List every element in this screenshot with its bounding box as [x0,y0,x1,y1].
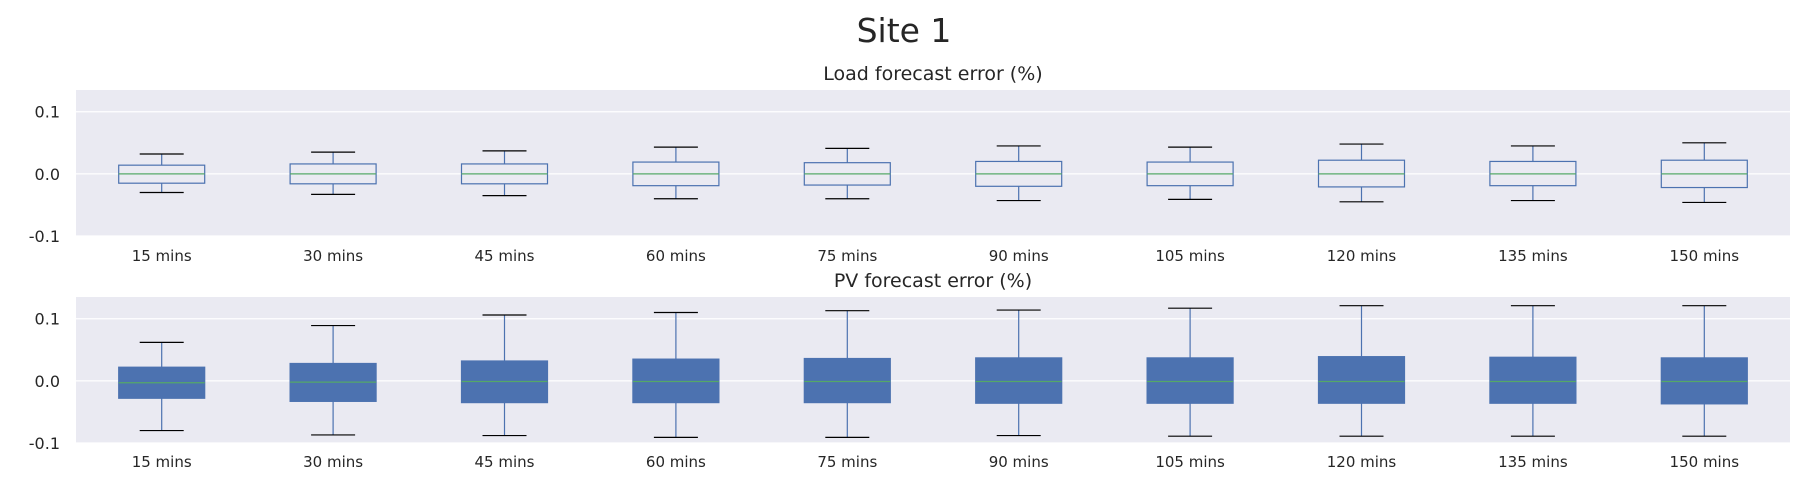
box-135-mins [1489,145,1577,202]
x-tick-label: 150 mins [1670,453,1740,471]
load-forecast-error-panel: -0.1 0.0 0.1 Load forecast error (%) 15 mins… [29,63,1790,265]
box-75-mins [803,147,891,200]
x-tick-label: 135 mins [1498,247,1568,265]
pv-forecast-error-panel: -0.1 0.0 0.1 PV forecast error (%) 15 mins 30… [29,270,1790,471]
x-tick-label: 120 mins [1327,453,1397,471]
box-150-mins [1660,142,1748,204]
box-body [1146,357,1234,404]
x-tick-label: 30 mins [303,453,363,471]
x-tick-label: 60 mins [646,453,706,471]
box-45-mins [460,150,549,197]
box-120-mins [1317,305,1406,437]
box-body [1660,357,1748,405]
box-45-mins [460,314,549,437]
x-tick-label: 120 mins [1327,247,1397,265]
figure-title: Site 1 [857,11,952,50]
x-tick-label: 135 mins [1498,453,1568,471]
box-90-mins [975,309,1063,437]
panel-title: PV forecast error (%) [834,270,1032,292]
plot-area [76,90,1790,236]
box-15-mins [118,341,206,432]
y-tick-label: 0.0 [35,165,60,184]
box-105-mins [1146,146,1234,200]
box-30-mins [289,151,377,195]
y-tick-label: 0.0 [35,372,60,391]
x-tick-label: 75 mins [817,453,877,471]
x-tick-label: 75 mins [817,247,877,265]
x-tick-label: 105 mins [1155,247,1225,265]
box-120-mins [1317,143,1406,203]
x-tick-label: 30 mins [303,247,363,265]
box-body [632,358,720,404]
box-body [1317,356,1406,404]
panel-title: Load forecast error (%) [823,63,1042,85]
x-tick-label: 60 mins [646,247,706,265]
box-60-mins [632,146,720,200]
box-75-mins [803,310,891,439]
y-tick-label: 0.1 [35,310,60,329]
box-30-mins [289,324,377,436]
x-tick-label: 150 mins [1670,247,1740,265]
y-tick-label: -0.1 [29,227,60,246]
y-tick-label: 0.1 [35,103,60,122]
box-body [975,357,1063,404]
box-15-mins [118,153,206,194]
box-135-mins [1489,305,1577,437]
box-150-mins [1660,305,1748,437]
x-tick-label: 105 mins [1155,453,1225,471]
box-60-mins [632,311,720,439]
box-body [803,357,891,404]
box-body [1489,356,1577,404]
x-tick-label: 45 mins [475,247,535,265]
y-tick-label: -0.1 [29,434,60,453]
x-tick-label: 45 mins [475,453,535,471]
x-tick-label: 15 mins [132,247,192,265]
x-tick-label: 90 mins [989,453,1049,471]
x-tick-label: 15 mins [132,453,192,471]
x-tick-label: 90 mins [989,247,1049,265]
box-105-mins [1146,307,1234,437]
box-90-mins [975,145,1063,202]
